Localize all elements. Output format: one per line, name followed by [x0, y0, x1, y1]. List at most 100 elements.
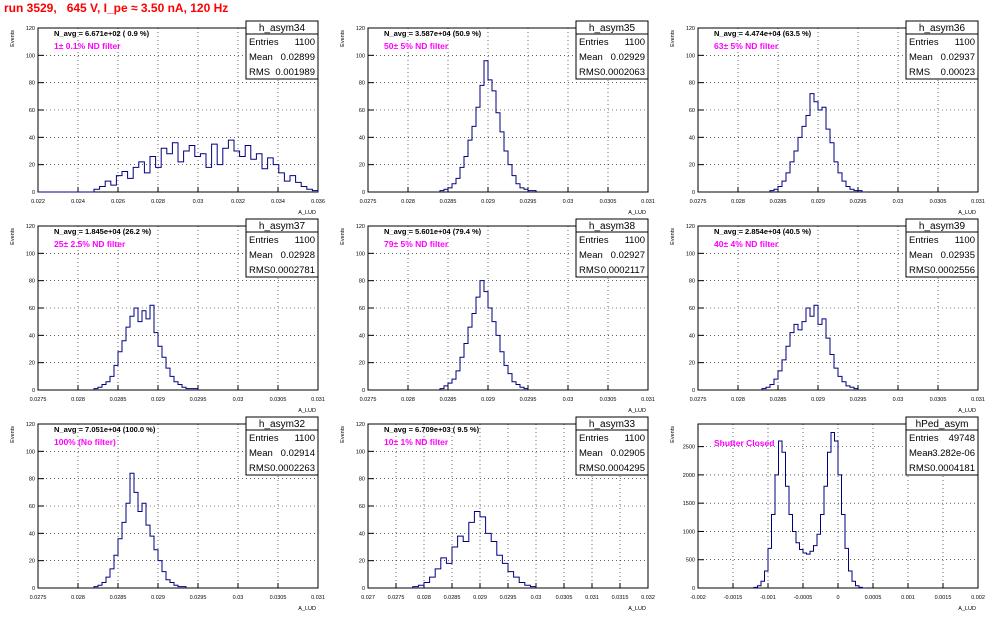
x-tick-label: 0.024	[71, 199, 85, 205]
x-tick-label: 0.0275	[30, 397, 47, 403]
x-tick-label: 0.0315	[612, 595, 629, 601]
y-tick-label: 500	[686, 558, 695, 564]
y-tick-label: 0	[32, 388, 35, 394]
x-axis-label: A_LUD	[628, 408, 646, 414]
y-axis-label: Events	[340, 426, 346, 443]
stats-rms-label: RMS	[579, 67, 600, 78]
stats-box	[245, 429, 319, 476]
x-tick-label: 0.0295	[520, 397, 537, 403]
x-tick-label: 0.0285	[110, 595, 127, 601]
y-tick-label: 20	[689, 163, 695, 169]
y-tick-label: 0	[362, 388, 365, 394]
x-tick-label: 0.028	[401, 397, 415, 403]
y-tick-label: 120	[26, 224, 35, 230]
stats-entries-value: 1100	[295, 433, 315, 444]
y-axis-label: Events	[340, 228, 346, 245]
navg-label: N_avg = 2.854e+04 (40.5 %)	[714, 227, 812, 236]
y-tick-label: 0	[692, 586, 695, 592]
y-tick-label: 0	[362, 190, 365, 196]
stats-mean-value: 0.02914	[281, 448, 315, 459]
x-tick-label: 0.036	[311, 199, 325, 205]
y-tick-label: 0	[692, 190, 695, 196]
y-tick-label: 120	[26, 26, 35, 32]
y-tick-label: 100	[26, 53, 35, 59]
navg-label: N_avg = 4.474e+04 (63.5 %)	[714, 29, 812, 38]
y-tick-label: 100	[686, 53, 695, 59]
x-tick-label: 0.002	[971, 595, 985, 601]
y-tick-label: 80	[689, 81, 695, 87]
stats-mean-value: 0.02899	[281, 52, 315, 63]
x-tick-label: 0.0295	[850, 199, 867, 205]
stats-rms-label: RMS	[249, 265, 270, 276]
stats-hist-name: h_asym39	[919, 221, 966, 232]
x-tick-label: 0.0275	[360, 199, 377, 205]
histogram-pad-h_asym39: 0.0275 0.028 0.0285 0.029 0.0295 0.03 0.0305 0.…	[670, 218, 985, 414]
x-tick-label: -0.002	[690, 595, 706, 601]
y-tick-label: 40	[689, 135, 695, 141]
y-tick-label: 20	[29, 559, 35, 565]
histogram-pad-h_asym33: 0.027 0.0275 0.028 0.0285 0.029 0.0295 0.03 0.0…	[340, 416, 655, 612]
y-tick-label: 100	[356, 449, 365, 455]
stats-entries-value: 1100	[625, 235, 645, 246]
stats-mean-label: Mean	[909, 52, 933, 63]
stats-mean-label: Mean	[249, 52, 273, 63]
x-tick-label: 0.032	[231, 199, 245, 205]
stats-entries-value: 1100	[625, 37, 645, 48]
x-tick-label: 0.0285	[770, 199, 787, 205]
x-tick-label: 0.0285	[440, 199, 457, 205]
y-tick-label: 120	[356, 422, 365, 428]
stats-mean-value: 0.02927	[611, 250, 645, 261]
stats-entries-value: 1100	[295, 37, 315, 48]
x-tick-label: 0.029	[811, 199, 825, 205]
y-tick-label: 20	[359, 361, 365, 367]
histogram-series	[439, 60, 537, 192]
y-tick-label: 80	[359, 279, 365, 285]
x-tick-label: 0.0285	[440, 397, 457, 403]
y-tick-label: 60	[29, 108, 35, 114]
filter-label: 40± 4% ND filter	[714, 239, 779, 249]
x-tick-label: 0.03	[893, 397, 904, 403]
stats-entries-label: Entries	[909, 433, 939, 444]
x-tick-label: 0.0275	[30, 595, 47, 601]
page-title: run 3529, 645 V, I_pe ≈ 3.50 nA, 120 Hz	[4, 1, 229, 15]
histogram-series	[38, 139, 319, 193]
x-tick-label: 0	[836, 595, 839, 601]
x-tick-label: 0.0305	[930, 397, 947, 403]
histogram-pad-hPed_asym: -0.002 -0.0015 -0.001 -0.0005 0 0.0005 0.001 0.…	[670, 416, 985, 612]
x-axis-label: A_LUD	[958, 408, 976, 414]
x-tick-label: 0.034	[271, 199, 285, 205]
x-tick-label: 0.0305	[270, 595, 287, 601]
x-tick-label: 0.031	[971, 199, 985, 205]
y-tick-label: 2000	[683, 473, 695, 479]
histogram-series	[753, 431, 866, 589]
histogram-pad-h_asym36: 0.0275 0.028 0.0285 0.029 0.0295 0.03 0.0305 0.…	[670, 20, 985, 216]
y-axis-label: Events	[340, 30, 346, 47]
x-tick-label: 0.029	[151, 595, 165, 601]
stats-mean-value: 0.02935	[941, 250, 975, 261]
y-tick-label: 60	[689, 306, 695, 312]
stats-hist-name: h_asym34	[259, 23, 306, 34]
y-tick-label: 40	[359, 333, 365, 339]
stats-rms-label: RMS	[249, 463, 270, 474]
y-tick-label: 100	[26, 449, 35, 455]
y-tick-label: 40	[689, 333, 695, 339]
x-tick-label: 0.0285	[770, 397, 787, 403]
y-tick-label: 120	[356, 26, 365, 32]
stats-rms-value: 0.0002781	[270, 265, 315, 276]
stats-box	[905, 33, 979, 80]
stats-rms-value: 0.0002117	[601, 265, 645, 276]
x-axis-label: A_LUD	[298, 606, 316, 612]
x-tick-label: 0.029	[481, 397, 495, 403]
stats-mean-label: Mean	[579, 448, 603, 459]
navg-label: N_avg = 5.601e+04 (79.4 %)	[384, 227, 482, 236]
stats-box	[575, 33, 649, 80]
x-tick-label: 0.028	[401, 199, 415, 205]
x-tick-label: 0.031	[971, 397, 985, 403]
stats-rms-value: 0.0004181	[930, 463, 975, 474]
x-tick-label: 0.028	[417, 595, 431, 601]
x-tick-label: 0.026	[111, 199, 125, 205]
stats-mean-label: Mean	[579, 250, 603, 261]
stats-entries-label: Entries	[249, 433, 279, 444]
x-tick-label: -0.0005	[794, 595, 813, 601]
stats-hist-name: h_asym35	[589, 23, 636, 34]
